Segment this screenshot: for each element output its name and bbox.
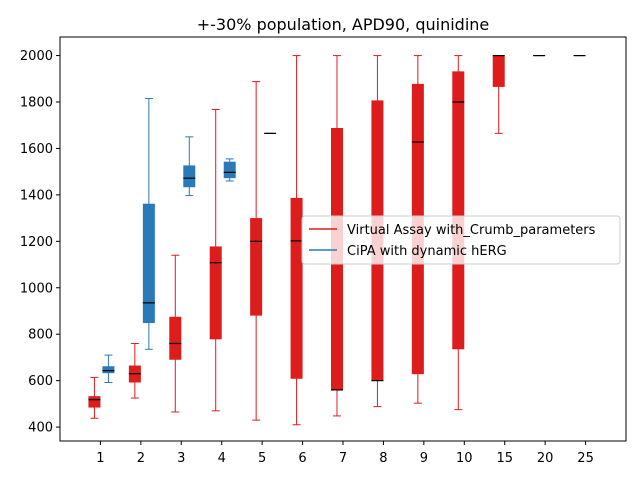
box [88,396,101,408]
series-1 [102,98,277,383]
x-tick-label: 6 [298,451,306,466]
x-tick-label: 3 [177,451,185,466]
y-tick-label: 2000 [20,49,53,64]
box [290,197,303,379]
x-tick-label: 10 [456,451,473,466]
y-tick-label: 600 [28,374,53,389]
y-tick-label: 400 [28,421,53,436]
x-tick-label: 2 [137,451,145,466]
y-tick-label: 1600 [20,142,53,157]
x-tick-label: 5 [258,451,266,466]
x-tick-label: 1 [96,451,104,466]
x-tick-label: 7 [339,451,347,466]
box [102,366,115,374]
chart-title: +-30% population, APD90, quinidine [197,15,490,34]
y-tick-label: 1400 [20,188,53,203]
legend-label: CiPA with dynamic hERG [347,244,507,259]
x-tick-label: 15 [496,451,513,466]
y-tick-label: 1000 [20,281,53,296]
box [183,165,196,188]
x-tick-label: 8 [379,451,387,466]
box [492,55,505,87]
box [452,71,465,350]
box [209,246,222,340]
legend-label: Virtual Assay with_Crumb_parameters [347,223,596,238]
x-axis: 1 2 3 4 5 6 7 8 9 10 15 20 25 [96,441,594,466]
box [142,203,155,324]
x-tick-label: 4 [218,451,226,466]
legend: Virtual Assay with_Crumb_parameters CiPA … [301,215,621,265]
box [250,218,263,316]
box [169,316,182,360]
y-tick-label: 1200 [20,235,53,250]
box [223,161,236,179]
x-tick-label: 9 [420,451,428,466]
y-tick-label: 800 [28,328,53,343]
x-tick-label: 20 [537,451,554,466]
y-axis: 400 600 800 1000 1200 1400 1600 1800 2000 [20,49,60,436]
y-tick-label: 1800 [20,96,53,111]
x-tick-label: 25 [577,451,594,466]
legend-box [301,215,621,265]
